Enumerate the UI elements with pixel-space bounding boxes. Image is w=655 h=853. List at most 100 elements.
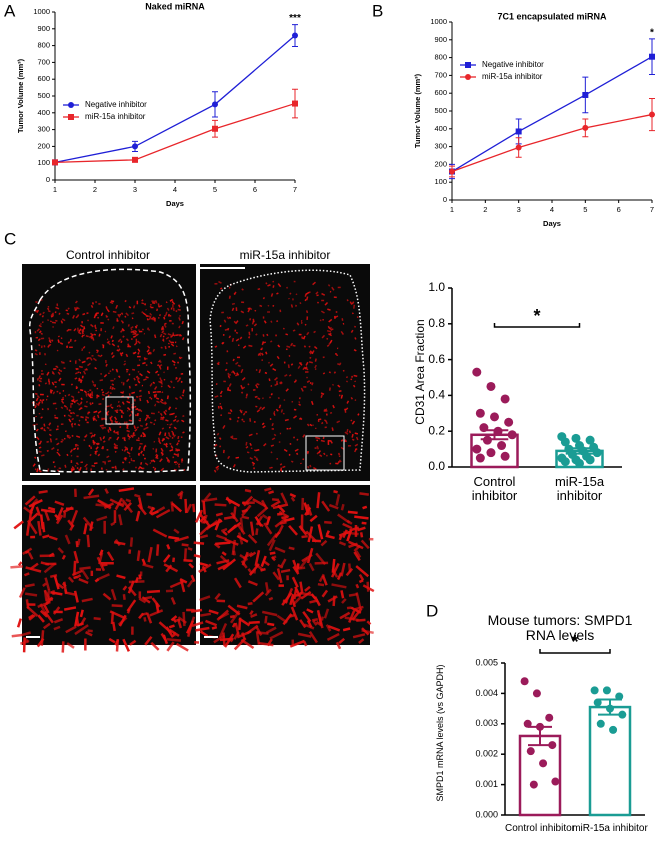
texture bbox=[44, 363, 47, 366]
texture bbox=[301, 497, 305, 511]
texture bbox=[267, 311, 270, 313]
texture bbox=[92, 441, 96, 446]
texture bbox=[152, 391, 157, 394]
texture bbox=[70, 412, 73, 415]
texture bbox=[78, 407, 83, 411]
texture bbox=[177, 308, 181, 311]
texture bbox=[156, 400, 160, 404]
significance-bracket bbox=[493, 323, 581, 328]
texture bbox=[40, 561, 50, 566]
texture bbox=[219, 555, 231, 565]
texture bbox=[74, 372, 78, 375]
texture bbox=[107, 429, 110, 433]
texture bbox=[149, 609, 164, 617]
texture bbox=[127, 434, 132, 439]
texture bbox=[179, 315, 181, 317]
x-tick-label: 6 bbox=[253, 185, 257, 194]
y-tick-label: 1000 bbox=[430, 17, 447, 26]
marker bbox=[52, 159, 58, 166]
texture bbox=[252, 318, 255, 323]
texture bbox=[292, 595, 303, 606]
texture bbox=[180, 380, 183, 383]
texture bbox=[251, 461, 256, 465]
texture bbox=[38, 375, 41, 379]
texture bbox=[173, 363, 176, 366]
texture bbox=[346, 299, 349, 302]
texture bbox=[66, 312, 70, 315]
texture bbox=[83, 439, 86, 442]
texture bbox=[183, 548, 188, 560]
texture bbox=[175, 310, 178, 313]
texture bbox=[155, 371, 157, 374]
texture bbox=[341, 318, 344, 321]
texture bbox=[92, 384, 95, 386]
texture bbox=[10, 565, 24, 569]
texture bbox=[40, 630, 45, 646]
texture bbox=[147, 546, 153, 563]
texture bbox=[248, 331, 251, 336]
texture bbox=[145, 315, 150, 318]
texture bbox=[166, 424, 169, 426]
texture bbox=[36, 394, 40, 399]
texture bbox=[140, 461, 143, 465]
point bbox=[475, 408, 485, 418]
texture bbox=[52, 402, 57, 405]
texture bbox=[269, 363, 274, 367]
texture bbox=[128, 437, 130, 440]
texture bbox=[214, 395, 219, 398]
texture bbox=[105, 316, 108, 318]
texture bbox=[163, 371, 165, 374]
texture bbox=[88, 351, 91, 354]
texture bbox=[135, 333, 139, 337]
texture bbox=[149, 305, 152, 308]
texture bbox=[227, 389, 232, 392]
texture bbox=[41, 315, 44, 318]
texture bbox=[152, 466, 155, 469]
texture bbox=[221, 341, 225, 345]
texture bbox=[115, 304, 119, 309]
texture bbox=[84, 463, 88, 468]
marker bbox=[515, 144, 522, 151]
texture bbox=[311, 350, 315, 355]
texture bbox=[63, 404, 67, 408]
texture bbox=[224, 538, 239, 546]
texture bbox=[353, 304, 356, 309]
texture bbox=[313, 346, 318, 350]
texture bbox=[289, 292, 292, 295]
texture bbox=[280, 467, 283, 471]
texture bbox=[325, 530, 330, 536]
texture bbox=[218, 280, 222, 284]
texture bbox=[329, 339, 333, 344]
marker bbox=[515, 128, 522, 135]
texture bbox=[145, 422, 148, 426]
y-tick-label: 900 bbox=[434, 35, 447, 44]
texture bbox=[168, 426, 171, 429]
texture bbox=[21, 631, 32, 637]
texture bbox=[52, 590, 55, 595]
texture bbox=[77, 327, 79, 332]
texture bbox=[246, 624, 259, 635]
texture bbox=[87, 411, 90, 415]
texture bbox=[322, 436, 325, 440]
texture bbox=[226, 350, 229, 353]
texture bbox=[136, 300, 139, 305]
texture bbox=[334, 315, 336, 319]
texture bbox=[43, 589, 48, 602]
texture bbox=[54, 465, 56, 468]
texture bbox=[66, 407, 69, 411]
texture bbox=[71, 434, 74, 438]
texture bbox=[354, 605, 364, 611]
texture bbox=[76, 435, 81, 438]
texture bbox=[52, 326, 54, 328]
texture bbox=[133, 377, 136, 381]
panel-letter: D bbox=[426, 601, 438, 620]
x-tick-label: 5 bbox=[213, 185, 217, 194]
texture bbox=[310, 400, 314, 405]
texture bbox=[328, 503, 339, 510]
texture bbox=[34, 349, 38, 352]
texture bbox=[85, 418, 87, 421]
texture bbox=[51, 370, 56, 375]
texture bbox=[281, 591, 293, 606]
texture bbox=[247, 308, 251, 313]
texture bbox=[95, 301, 97, 303]
